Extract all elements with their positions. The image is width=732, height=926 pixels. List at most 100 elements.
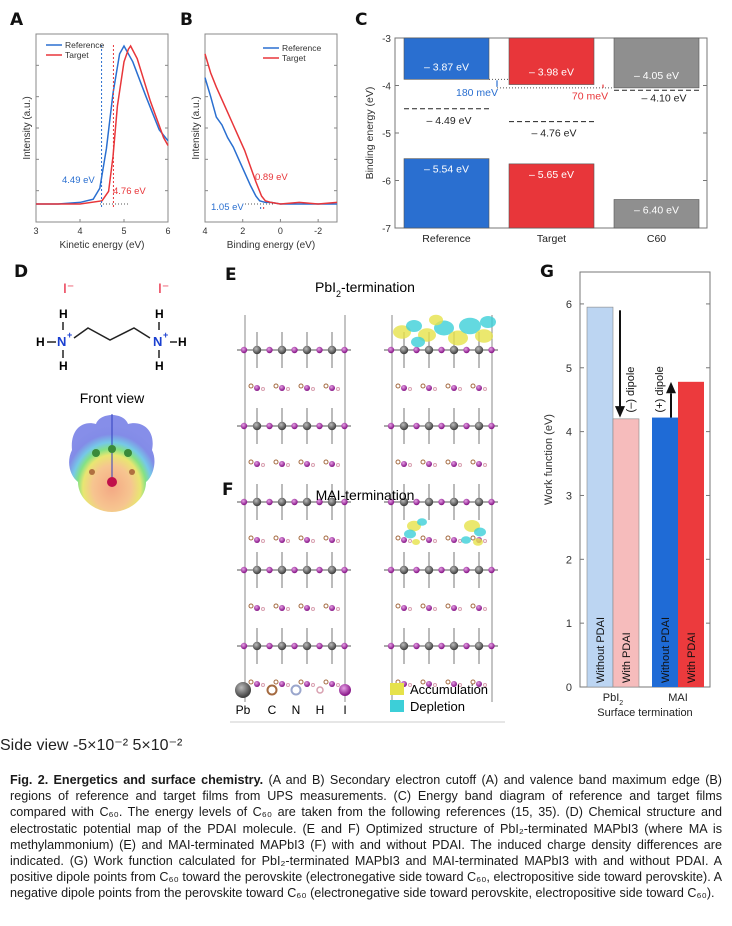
h-atom — [433, 463, 437, 467]
pb-atom — [302, 497, 312, 507]
pb-atom — [424, 641, 434, 651]
h-atom — [261, 607, 265, 611]
y-axis-label: Binding energy (eV) — [364, 87, 376, 180]
pb-atom — [252, 565, 262, 575]
i-atom — [451, 385, 457, 391]
y-tick-label: -3 — [382, 34, 391, 45]
c-atom — [323, 679, 329, 685]
h-atom — [286, 539, 290, 543]
i-atom — [387, 422, 395, 430]
pb-atom — [474, 565, 484, 575]
pb-atom — [277, 641, 287, 651]
i-atom — [316, 642, 323, 650]
onset-annotation: 0.89 eV — [255, 172, 288, 183]
cbm-label: – 3.87 eV — [424, 61, 469, 73]
y-tick-label: 4 — [566, 427, 572, 439]
x-category-label: Reference — [422, 233, 471, 245]
h-atom — [483, 683, 487, 687]
depletion-isosurface — [480, 316, 496, 328]
i-atom — [329, 681, 335, 687]
x-tick-label: 2 — [240, 226, 245, 236]
dipole-annotation: (+) dipole — [654, 366, 666, 412]
bar-mai-with-pdai — [678, 381, 704, 687]
panel-d: I⁻ I⁻ H H N + H H N + H H Front view — [0, 250, 200, 754]
i-atom — [254, 385, 260, 391]
pb-atom — [399, 641, 409, 651]
chart-g: 0 1 2 3 4 5 6 Work function (eV) Without PDAI Wit… — [543, 271, 711, 719]
i-atom — [316, 346, 323, 354]
arrow-head — [615, 406, 625, 418]
c-atom — [445, 459, 451, 465]
c-atom — [445, 679, 451, 685]
x-tick-label: 0 — [278, 226, 283, 236]
i-atom — [463, 498, 470, 506]
y-tick-label: 2 — [566, 554, 572, 566]
chart-c: -3 -4 -5 -6 -7 Binding energy (eV) – 3.87 eV – … — [364, 34, 708, 245]
i-atom — [476, 605, 482, 611]
i-atom — [488, 498, 495, 506]
pb-atom — [327, 497, 337, 507]
pb-atom — [327, 565, 337, 575]
pb-atom — [252, 641, 262, 651]
x-tick-label: -2 — [314, 226, 322, 236]
i-atom — [240, 642, 248, 650]
i-atom — [240, 566, 248, 574]
c-atom — [420, 679, 426, 685]
bar-label: Without PDAI — [660, 617, 672, 683]
depletion-isosurface — [459, 317, 481, 335]
x-tick-label: 3 — [33, 226, 38, 236]
y-tick-label: 1 — [566, 618, 572, 630]
fermi-level-label: – 4.10 eV — [642, 92, 687, 104]
i-atom — [413, 498, 420, 506]
front-view-label: Front view — [80, 390, 145, 406]
x-category-label: MAI — [668, 692, 688, 704]
h-atom — [433, 607, 437, 611]
atom-h: H — [36, 335, 45, 349]
iodide-label-right: I⁻ — [158, 280, 169, 296]
pb-atom — [399, 345, 409, 355]
i-atom — [413, 642, 420, 650]
pb-atom — [399, 565, 409, 575]
x-axis-label: Kinetic energy (eV) — [59, 240, 144, 250]
i-atom — [341, 346, 348, 354]
y-axis-label: Intensity (a.u.) — [191, 96, 202, 159]
c-atom — [395, 459, 401, 465]
accumulation-label: Accumulation — [410, 682, 488, 697]
pb-atom — [399, 421, 409, 431]
y-axis-label: Intensity (a.u.) — [22, 96, 33, 159]
i-atom — [401, 385, 407, 391]
i-atom — [438, 498, 445, 506]
c-atom — [420, 535, 426, 541]
pbi2-termination-title: PbI2-termination — [315, 279, 415, 299]
h-atom — [458, 607, 462, 611]
h-atom — [336, 539, 340, 543]
panel-label-c: C — [355, 10, 368, 30]
h-atom — [458, 463, 462, 467]
series-line-target — [36, 44, 169, 205]
bar-pbi2-without-pdai — [586, 306, 614, 688]
i-atom — [291, 422, 298, 430]
depletion-label: Depletion — [410, 699, 465, 714]
c-atom — [248, 679, 254, 685]
offset-label: 70 meV — [572, 90, 608, 102]
pb-atom — [252, 421, 262, 431]
panel-label-g: G — [540, 262, 554, 282]
i-atom — [279, 681, 285, 687]
pb-atom — [449, 421, 459, 431]
x-tick-label: 4 — [77, 226, 82, 236]
pb-atom — [474, 497, 484, 507]
atom-legend: Pb C N H I — [235, 682, 351, 717]
color-scale-bar: -5×10⁻² 5×10⁻² — [73, 737, 182, 754]
panel-label-e: E — [225, 265, 237, 285]
h-atom — [261, 539, 265, 543]
c-atom — [470, 383, 476, 389]
i-atom — [387, 642, 395, 650]
i-atom — [438, 566, 445, 574]
panel-label-b: B — [180, 10, 193, 30]
h-atom — [433, 387, 437, 391]
i-atom — [341, 642, 348, 650]
i-atom — [401, 461, 407, 467]
legend-h-label: H — [316, 703, 325, 717]
h-atom — [483, 463, 487, 467]
i-atom — [254, 681, 260, 687]
